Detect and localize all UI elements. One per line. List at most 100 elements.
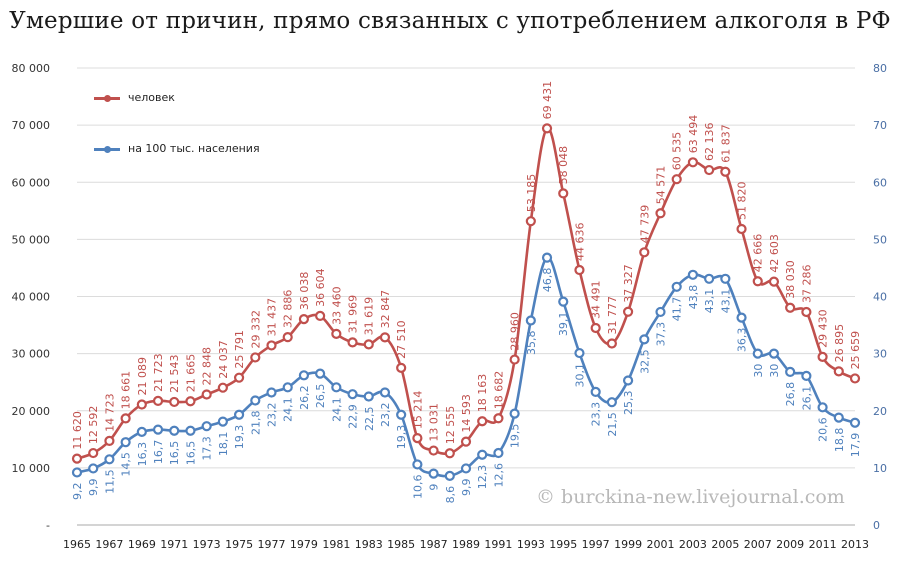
data-label-per-100k: 9	[428, 484, 441, 491]
data-point-per-100k	[622, 375, 634, 386]
data-label-people: 29 332	[249, 310, 262, 349]
data-point-people	[541, 123, 553, 134]
data-label-per-100k: 18,1	[217, 432, 230, 457]
data-label-per-100k: 19,3	[233, 425, 246, 450]
y-left-tick-label: 10 000	[12, 462, 51, 475]
data-point-people	[590, 322, 601, 334]
data-point-per-100k	[687, 269, 699, 280]
data-point-per-100k	[833, 412, 844, 423]
data-label-per-100k: 24,1	[282, 397, 295, 422]
data-label-people: 21 665	[184, 354, 197, 393]
data-point-per-100k	[525, 315, 536, 326]
y-right-tick-label: 30	[873, 348, 887, 361]
data-label-people: 15 214	[411, 391, 424, 430]
data-label-people: 31 437	[266, 298, 279, 337]
data-point-per-100k	[250, 395, 261, 406]
data-label-people: 28 960	[509, 312, 522, 351]
y-right-tick-label: 10	[873, 462, 887, 475]
data-label-people: 32 847	[379, 290, 392, 329]
data-point-per-100k	[460, 463, 472, 474]
data-point-people	[152, 395, 164, 407]
data-label-per-100k: 17,9	[849, 433, 862, 458]
data-point-per-100k	[444, 470, 455, 481]
data-point-per-100k	[363, 391, 374, 402]
data-label-per-100k: 9,9	[460, 478, 473, 496]
data-label-per-100k: 16,5	[168, 441, 181, 466]
x-tick-label: 1969	[128, 538, 156, 551]
data-point-people	[428, 445, 439, 456]
data-point-people	[379, 332, 391, 343]
data-label-per-100k: 26,5	[314, 384, 327, 409]
data-point-per-100k	[493, 447, 504, 459]
data-point-per-100k	[396, 409, 407, 420]
data-label-people: 34 491	[590, 280, 603, 319]
data-label-people: 32 886	[282, 290, 295, 329]
data-point-per-100k	[331, 382, 342, 393]
data-label-per-100k: 25,3	[622, 390, 635, 415]
data-label-per-100k: 30	[752, 364, 765, 378]
data-label-per-100k: 23,2	[379, 402, 392, 427]
data-point-per-100k	[71, 467, 83, 478]
data-label-people: 42 666	[752, 234, 765, 273]
data-label-people: 60 535	[671, 132, 684, 171]
data-label-people: 44 636	[573, 223, 586, 262]
data-label-per-100k: 21,5	[606, 412, 619, 437]
data-point-people	[331, 328, 342, 339]
x-tick-label: 2009	[776, 538, 804, 551]
data-point-people	[104, 435, 115, 446]
data-point-people	[606, 338, 617, 349]
data-label-people: 18 163	[476, 374, 489, 413]
data-point-people	[574, 264, 585, 276]
data-label-per-100k: 11,5	[103, 469, 116, 494]
data-label-per-100k: 17,3	[201, 436, 214, 461]
data-label-people: 12 592	[87, 406, 100, 445]
data-point-people	[363, 339, 374, 350]
x-tick-label: 1967	[95, 538, 123, 551]
legend-marker-per-100k	[104, 146, 111, 153]
data-point-people	[655, 208, 666, 219]
x-tick-label: 1981	[322, 538, 350, 551]
y-left-tick-label: 30 000	[12, 348, 51, 361]
data-point-people	[169, 396, 180, 408]
data-label-people: 62 136	[703, 123, 716, 162]
data-point-people	[493, 413, 504, 424]
data-point-people	[509, 354, 520, 365]
data-point-people	[71, 453, 83, 464]
data-label-people: 25 659	[849, 331, 862, 370]
x-tick-label: 1987	[420, 538, 448, 551]
data-point-per-100k	[282, 382, 293, 393]
y-left-tick-label: 40 000	[12, 291, 51, 304]
data-point-people	[266, 340, 277, 351]
data-point-per-100k	[736, 312, 747, 323]
y-left-tick-label: 50 000	[12, 233, 51, 246]
x-tick-label: 2013	[841, 538, 869, 551]
y-right-tick-label: 60	[873, 176, 887, 189]
data-label-people: 47 739	[638, 205, 651, 244]
data-label-per-100k: 26,1	[800, 386, 813, 411]
data-label-people: 13 031	[428, 403, 441, 442]
data-point-per-100k	[768, 348, 780, 359]
data-point-per-100k	[88, 463, 99, 474]
x-tick-label: 1991	[484, 538, 512, 551]
y-right-tick-label: 70	[873, 119, 887, 132]
data-label-per-100k: 22,5	[363, 406, 376, 431]
data-point-people	[396, 362, 407, 373]
data-point-per-100k	[785, 366, 796, 378]
data-label-per-100k: 30	[768, 364, 781, 378]
data-label-people: 18 661	[120, 371, 133, 410]
data-point-people	[768, 276, 780, 287]
data-label-per-100k: 9,9	[87, 478, 100, 496]
data-label-per-100k: 41,7	[671, 297, 684, 322]
y-left-tick-label: 80 000	[12, 62, 51, 75]
data-point-people	[704, 164, 715, 176]
x-tick-label: 1977	[258, 538, 286, 551]
data-label-people: 42 603	[768, 234, 781, 273]
data-point-per-100k	[720, 273, 731, 284]
data-label-people: 18 682	[492, 371, 505, 409]
data-label-per-100k: 16,3	[136, 442, 149, 467]
data-point-per-100k	[574, 347, 585, 359]
data-point-per-100k	[233, 409, 245, 420]
data-label-people: 21 543	[168, 354, 181, 393]
x-tick-label: 2007	[744, 538, 772, 551]
x-tick-label: 1973	[193, 538, 221, 551]
